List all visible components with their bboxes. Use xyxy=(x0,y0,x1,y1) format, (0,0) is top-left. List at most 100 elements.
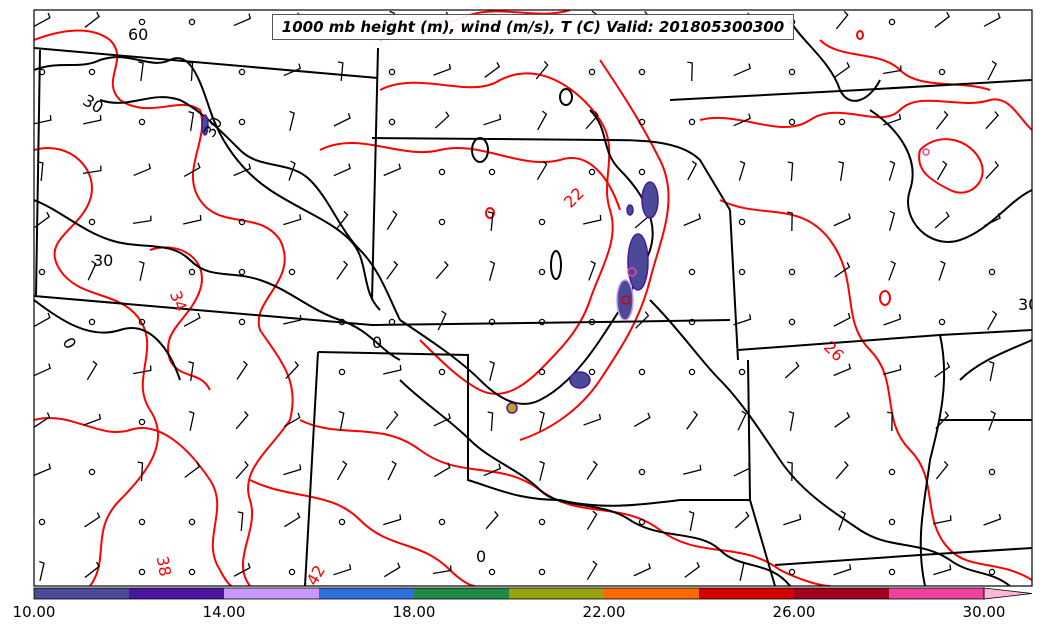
calm-wind-marker xyxy=(788,318,796,326)
height-contour-small-1 xyxy=(559,88,573,106)
calm-wind-marker xyxy=(538,218,546,226)
calm-wind-marker xyxy=(388,68,396,76)
wind-barb xyxy=(938,260,946,281)
colorbar xyxy=(33,587,1033,600)
wind-barb xyxy=(888,160,896,181)
calm-wind-marker xyxy=(688,368,696,376)
calm-wind-marker xyxy=(888,568,896,576)
calm-wind-marker xyxy=(338,318,346,326)
wind-barb xyxy=(483,114,502,126)
wind-barb xyxy=(933,515,952,525)
wind-barb xyxy=(433,63,452,76)
calm-wind-marker xyxy=(588,368,596,376)
colorbar-segment xyxy=(414,588,510,599)
wind-barb xyxy=(188,361,195,381)
wind-barb xyxy=(435,260,449,280)
height-label-30-c: 30 xyxy=(93,251,113,270)
calm-wind-marker xyxy=(988,568,996,576)
calm-wind-marker xyxy=(138,568,146,576)
wind-barb xyxy=(336,460,348,481)
state-border-line-7 xyxy=(304,351,319,586)
wind-barb xyxy=(233,562,251,577)
calm-wind-marker xyxy=(338,368,346,376)
calm-wind-marker xyxy=(638,168,646,176)
wind-barb xyxy=(935,411,950,429)
wind-barb xyxy=(733,113,751,127)
calm-wind-marker xyxy=(188,18,196,26)
calm-wind-marker xyxy=(738,268,746,276)
state-border-line-12 xyxy=(749,499,776,586)
precip-patches xyxy=(201,114,930,414)
precip-patch-6 xyxy=(201,114,209,136)
calm-wind-marker xyxy=(238,318,246,326)
calm-wind-marker xyxy=(738,218,746,226)
colorbar-segment xyxy=(794,588,890,599)
calm-wind-marker xyxy=(38,68,46,76)
wind-barb xyxy=(586,560,598,581)
wind-barb xyxy=(488,260,496,281)
wind-barb xyxy=(733,314,752,326)
calm-wind-marker xyxy=(188,568,196,576)
wind-barb xyxy=(687,61,693,82)
calm-wind-marker xyxy=(88,318,96,326)
wind-barb xyxy=(833,564,852,576)
wind-barb xyxy=(34,12,51,27)
wind-barb xyxy=(683,464,702,475)
wind-barb xyxy=(686,410,699,430)
calm-wind-marker xyxy=(688,318,696,326)
calm-wind-marker xyxy=(188,518,196,526)
calm-wind-marker xyxy=(388,318,396,326)
wind-barb xyxy=(787,161,794,182)
calm-wind-marker xyxy=(538,268,546,276)
calm-wind-marker xyxy=(988,268,996,276)
colorbar-border xyxy=(33,587,985,600)
calm-wind-marker xyxy=(488,568,496,576)
wind-barb xyxy=(983,12,1001,27)
wind-barb xyxy=(184,461,201,478)
precip-patch-8 xyxy=(627,267,637,277)
wind-barb xyxy=(935,460,949,480)
wind-barb xyxy=(888,260,896,281)
height-label-0-a: 0 xyxy=(372,333,382,352)
height-contour-30-west xyxy=(34,199,401,361)
wind-barb xyxy=(283,214,302,226)
calm-wind-marker xyxy=(138,18,146,26)
wind-barb xyxy=(235,410,249,430)
temp-label-30: 30 xyxy=(1018,295,1038,314)
colorbar-segment xyxy=(889,588,985,599)
height-contour-0-south xyxy=(399,379,791,586)
colorbar-segment xyxy=(129,588,225,599)
calm-wind-marker xyxy=(438,368,446,376)
calm-wind-marker xyxy=(288,568,296,576)
calm-wind-marker xyxy=(638,518,646,526)
calm-wind-marker xyxy=(888,518,896,526)
state-borders xyxy=(34,47,1032,586)
wind-barb xyxy=(833,363,852,377)
wind-barb xyxy=(87,260,97,281)
height-contour-se xyxy=(959,339,1032,381)
wind-barb xyxy=(583,214,602,225)
wind-barb xyxy=(684,561,701,578)
wind-barb xyxy=(633,412,651,428)
wind-barb xyxy=(183,312,201,327)
state-border-line-3 xyxy=(34,295,373,326)
wind-barb xyxy=(386,210,398,231)
calm-wind-marker xyxy=(538,568,546,576)
calm-wind-marker xyxy=(888,468,896,476)
map-frame xyxy=(33,9,1033,587)
state-border-line-6 xyxy=(317,351,752,507)
wind-barb xyxy=(283,314,302,325)
state-border-line-14 xyxy=(919,334,946,586)
map-title: 1000 mb height (m), wind (m/s), T (C) Va… xyxy=(272,14,794,40)
calm-wind-marker xyxy=(988,468,996,476)
wind-barb xyxy=(284,512,301,528)
wind-barb xyxy=(133,215,152,225)
height-contour-sw xyxy=(34,299,181,381)
wind-barb xyxy=(34,115,52,125)
height-contours xyxy=(34,19,1032,586)
precip-patch-3 xyxy=(616,279,634,321)
wind-barb xyxy=(333,113,351,127)
temp-contour-34-west xyxy=(149,246,211,391)
wind-barb xyxy=(934,362,951,378)
